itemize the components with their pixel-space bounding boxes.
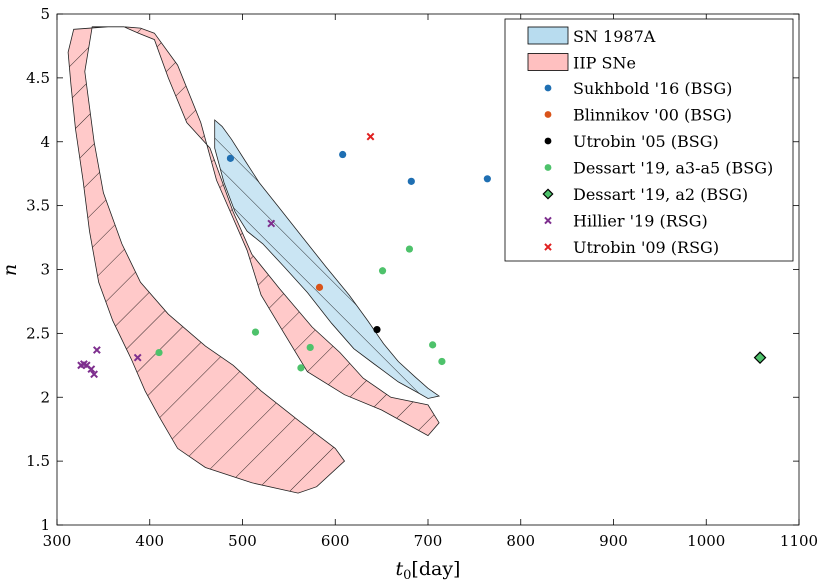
x-tick-label-1000: 1000 — [687, 532, 725, 550]
point-dessart-19-a3-a5-bsg-0 — [155, 348, 163, 357]
point-dessart-19-a3-a5-bsg-6 — [429, 341, 437, 349]
point-sukhbold-16-bsg-0 — [226, 154, 235, 162]
point-hillier-19-rsg-4 — [90, 370, 99, 379]
point-hillier-19-rsg-3 — [87, 365, 96, 374]
legend-label-dessart-19-a2-bsg: Dessart '19, a2 (BSG) — [573, 185, 748, 204]
legend-marker-blinnikov-00-bsg — [544, 111, 552, 118]
y-tick-label-2: 2 — [40, 388, 50, 406]
region-iip-sne-0-hatch — [67, 26, 440, 494]
y-tick-label-3: 3 — [40, 261, 50, 279]
y-tick-label-1: 1 — [40, 516, 50, 534]
point-blinnikov-00-bsg-0 — [315, 283, 324, 291]
legend-label-sn-1987a: SN 1987A — [573, 27, 656, 46]
point-dessart-19-a3-a5-bsg-3 — [306, 343, 314, 352]
points-layer — [77, 132, 767, 379]
legend-marker-dessart-19-a2-bsg — [542, 188, 554, 200]
x-axis-title: t0[day] — [396, 558, 461, 582]
x-tick-label-900: 900 — [599, 532, 628, 550]
x-tick-label-500: 500 — [228, 532, 257, 550]
point-hillier-19-rsg-5 — [92, 346, 101, 354]
x-tick-label-800: 800 — [506, 532, 535, 550]
region-sn-1987a-0-hatch — [214, 119, 441, 399]
legend-label-sukhbold-16-bsg: Sukhbold '16 (BSG) — [573, 79, 732, 98]
y-tick-label-5: 5 — [40, 5, 50, 23]
legend-label-dessart-19-a3-a5-bsg: Dessart '19, a3-a5 (BSG) — [573, 159, 773, 178]
point-dessart-19-a3-a5-bsg-4 — [378, 267, 387, 275]
point-utrobin-09-rsg-0 — [366, 132, 375, 141]
y-tick-label-3-5: 3.5 — [26, 197, 50, 215]
legend-swatch-iip-sne — [527, 53, 569, 71]
legend: SN 1987A IIP SNe Sukhbold '16 (BSG) Blinnik… — [504, 18, 794, 262]
legend-label-hillier-19-rsg: Hillier '19 (RSG) — [573, 212, 708, 231]
legend-label-utrobin-09-rsg: Utrobin '09 (RSG) — [573, 238, 719, 257]
y-tick-label-1-5: 1.5 — [26, 452, 50, 470]
legend-label-utrobin-05-bsg: Utrobin '05 (BSG) — [573, 132, 719, 151]
point-sukhbold-16-bsg-3 — [483, 175, 491, 183]
x-tick-label-400: 400 — [135, 532, 164, 550]
x-tick-label-600: 600 — [321, 532, 350, 550]
point-sukhbold-16-bsg-2 — [407, 177, 415, 185]
legend-marker-sukhbold-16-bsg — [544, 84, 552, 92]
point-hillier-19-rsg-7 — [267, 219, 276, 228]
y-ticks: 1 1.5 2 2.5 3 3.5 4 4.5 5 — [26, 5, 799, 534]
point-dessart-19-a2-bsg-0 — [753, 351, 767, 364]
y-tick-label-4: 4 — [40, 133, 50, 151]
y-tick-label-2-5: 2.5 — [26, 324, 50, 342]
point-dessart-19-a3-a5-bsg-7 — [438, 357, 446, 366]
point-dessart-19-a3-a5-bsg-1 — [251, 328, 260, 336]
legend-marker-dessart-19-a3-a5-bsg — [544, 164, 552, 171]
point-dessart-19-a3-a5-bsg-5 — [405, 245, 414, 253]
legend-label-blinnikov-00-bsg: Blinnikov '00 (BSG) — [573, 106, 732, 125]
regions-layer — [67, 26, 441, 494]
point-dessart-19-a3-a5-bsg-2 — [297, 364, 305, 372]
legend-marker-hillier-19-rsg — [544, 216, 552, 225]
x-tick-label-1100: 1100 — [780, 532, 818, 550]
point-sukhbold-16-bsg-1 — [339, 150, 347, 159]
x-tick-label-300: 300 — [43, 532, 72, 550]
x-tick-label-700: 700 — [414, 532, 443, 550]
y-tick-label-4-5: 4.5 — [26, 69, 50, 87]
legend-swatch-sn-1987a — [527, 26, 569, 45]
point-utrobin-05-bsg-0 — [373, 325, 381, 334]
y-axis-title: n — [0, 264, 21, 276]
point-hillier-19-rsg-6 — [133, 353, 142, 362]
legend-marker-utrobin-05-bsg — [544, 137, 552, 145]
x-ticks: 300 400 500 600 700 800 900 1000 1100 — [43, 14, 818, 550]
legend-marker-utrobin-09-rsg — [544, 243, 552, 251]
legend-label-iip-sne: IIP SNe — [573, 54, 636, 73]
